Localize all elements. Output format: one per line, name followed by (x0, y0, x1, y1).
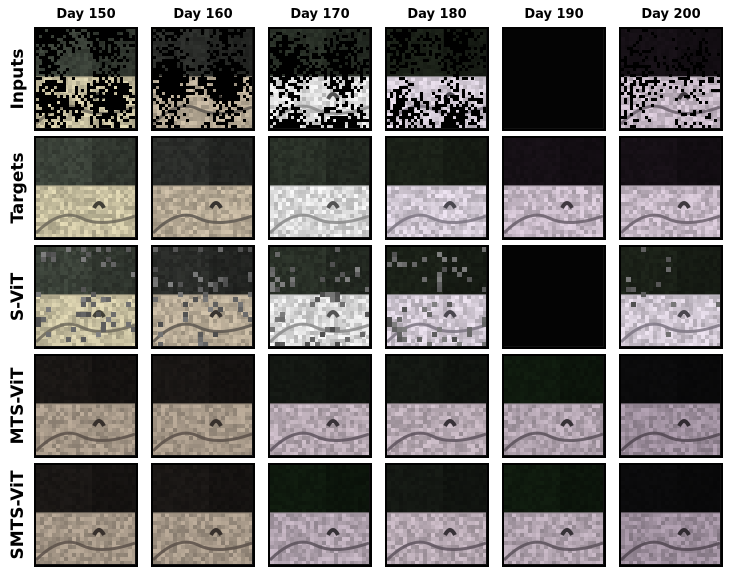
row-label-targets: Targets (0, 136, 36, 240)
image-tile-smts-vit-day-170 (268, 463, 372, 567)
image-tile-smts-vit-day-150 (34, 463, 138, 567)
image-tile-mts-vit-day-150 (34, 354, 138, 458)
image-tile-mts-vit-day-170 (268, 354, 372, 458)
image-tile-smts-vit-day-160 (151, 463, 255, 567)
image-tile-targets-day-160 (151, 136, 255, 240)
image-tile-mts-vit-day-180 (385, 354, 489, 458)
row-label-mts-vit: MTS-ViT (0, 354, 36, 458)
column-header-day-150: Day 150 (34, 7, 138, 23)
image-tile-mts-vit-day-160 (151, 354, 255, 458)
image-tile-smts-vit-day-180 (385, 463, 489, 567)
image-tile-targets-day-150 (34, 136, 138, 240)
image-tile-smts-vit-day-200 (619, 463, 723, 567)
image-tile-s-vit-day-200 (619, 245, 723, 349)
row-label-s-vit: S-ViT (0, 245, 36, 349)
image-tile-targets-day-180 (385, 136, 489, 240)
image-tile-inputs-day-180 (385, 27, 489, 131)
image-tile-smts-vit-day-190 (502, 463, 606, 567)
image-tile-targets-day-190 (502, 136, 606, 240)
image-tile-targets-day-200 (619, 136, 723, 240)
image-tile-inputs-day-190 (502, 27, 606, 131)
image-tile-s-vit-day-150 (34, 245, 138, 349)
column-header-day-170: Day 170 (268, 7, 372, 23)
image-tile-mts-vit-day-190 (502, 354, 606, 458)
image-tile-s-vit-day-160 (151, 245, 255, 349)
column-header-day-160: Day 160 (151, 7, 255, 23)
column-header-day-190: Day 190 (502, 7, 606, 23)
image-tile-s-vit-day-180 (385, 245, 489, 349)
image-tile-s-vit-day-190 (502, 245, 606, 349)
image-tile-inputs-day-160 (151, 27, 255, 131)
image-tile-inputs-day-170 (268, 27, 372, 131)
image-tile-s-vit-day-170 (268, 245, 372, 349)
image-tile-inputs-day-150 (34, 27, 138, 131)
column-header-day-200: Day 200 (619, 7, 723, 23)
image-tile-targets-day-170 (268, 136, 372, 240)
image-tile-mts-vit-day-200 (619, 354, 723, 458)
image-tile-inputs-day-200 (619, 27, 723, 131)
column-header-day-180: Day 180 (385, 7, 489, 23)
row-label-smts-vit: SMTS-ViT (0, 463, 36, 567)
row-label-inputs: Inputs (0, 27, 36, 131)
